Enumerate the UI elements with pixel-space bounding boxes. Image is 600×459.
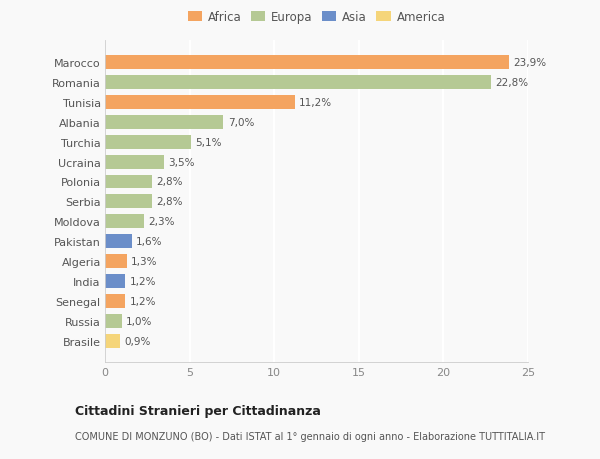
Text: COMUNE DI MONZUNO (BO) - Dati ISTAT al 1° gennaio di ogni anno - Elaborazione TU: COMUNE DI MONZUNO (BO) - Dati ISTAT al 1… [75, 431, 545, 442]
Bar [105, 56, 509, 70]
Bar [105, 95, 295, 110]
Text: 2,8%: 2,8% [157, 177, 183, 187]
Text: 1,0%: 1,0% [126, 316, 152, 326]
Text: 7,0%: 7,0% [227, 118, 254, 128]
Text: 1,6%: 1,6% [136, 237, 163, 246]
Bar [105, 235, 132, 249]
Bar [105, 314, 122, 328]
Text: 2,3%: 2,3% [148, 217, 175, 227]
Bar [105, 116, 223, 129]
Bar [105, 135, 191, 149]
Bar [105, 215, 144, 229]
Bar [105, 255, 127, 269]
Legend: Africa, Europa, Asia, America: Africa, Europa, Asia, America [185, 9, 448, 26]
Text: 11,2%: 11,2% [299, 98, 332, 107]
Text: 0,9%: 0,9% [124, 336, 151, 346]
Text: 1,2%: 1,2% [130, 297, 156, 306]
Bar [105, 274, 125, 288]
Text: 5,1%: 5,1% [196, 137, 222, 147]
Bar [105, 294, 125, 308]
Text: 2,8%: 2,8% [157, 197, 183, 207]
Text: 1,3%: 1,3% [131, 257, 158, 267]
Text: Cittadini Stranieri per Cittadinanza: Cittadini Stranieri per Cittadinanza [75, 404, 321, 417]
Text: 3,5%: 3,5% [169, 157, 195, 167]
Bar [105, 76, 491, 90]
Bar [105, 155, 164, 169]
Text: 22,8%: 22,8% [495, 78, 528, 88]
Text: 1,2%: 1,2% [130, 276, 156, 286]
Text: 23,9%: 23,9% [514, 58, 547, 68]
Bar [105, 175, 152, 189]
Bar [105, 334, 120, 348]
Bar [105, 195, 152, 209]
